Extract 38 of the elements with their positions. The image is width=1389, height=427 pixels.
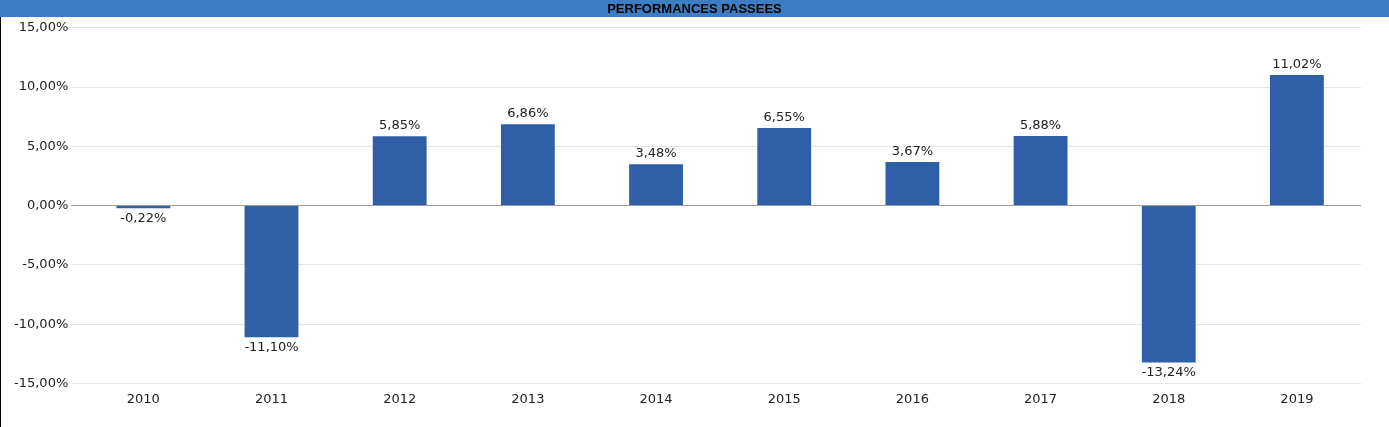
- x-tick-label: 2014: [639, 390, 673, 406]
- bar: [1270, 74, 1324, 206]
- y-tick-label: 10,00%: [18, 78, 69, 94]
- x-tick-label: 2010: [126, 390, 160, 406]
- x-tick-label: 2019: [1280, 390, 1314, 406]
- data-label: 11,02%: [1272, 55, 1322, 71]
- x-tick-label: 2018: [1152, 390, 1186, 406]
- bar: [116, 206, 171, 209]
- x-tick-label: 2017: [1024, 390, 1058, 406]
- data-label: 5,85%: [379, 117, 421, 133]
- bar: [757, 127, 812, 206]
- y-tick-label: -15,00%: [13, 374, 69, 390]
- data-label: 6,86%: [507, 105, 549, 121]
- bar: [372, 136, 427, 206]
- data-label: -11,10%: [244, 339, 299, 355]
- data-label: 3,67%: [891, 142, 934, 158]
- bar: [885, 162, 940, 206]
- bar: [1013, 135, 1068, 206]
- bar: [1141, 206, 1196, 363]
- y-tick-label: 5,00%: [26, 137, 69, 153]
- y-tick-label: 0,00%: [26, 196, 69, 212]
- data-label: -13,24%: [1141, 364, 1196, 380]
- x-tick-label: 2013: [511, 390, 545, 406]
- data-label: 3,48%: [635, 145, 677, 161]
- chart-title: PERFORMANCES PASSEES: [0, 0, 1389, 17]
- y-tick-label: -5,00%: [22, 256, 69, 272]
- data-label: -0,22%: [120, 210, 167, 226]
- data-label: 5,88%: [1019, 116, 1062, 132]
- x-tick-label: 2015: [767, 390, 801, 406]
- y-tick-label: 15,00%: [18, 19, 69, 35]
- x-tick-label: 2016: [895, 390, 929, 406]
- y-tick-label: -10,00%: [13, 315, 69, 331]
- bar: [244, 206, 299, 338]
- x-tick-label: 2011: [254, 390, 289, 406]
- data-label: 6,55%: [763, 108, 805, 124]
- bar: [629, 164, 683, 206]
- x-tick-label: 2012: [383, 390, 417, 406]
- bar: [500, 124, 555, 206]
